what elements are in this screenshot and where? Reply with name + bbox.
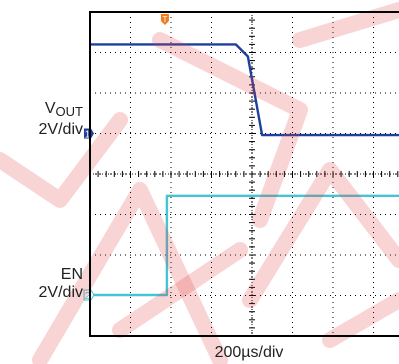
series-vout-line — [90, 43, 399, 137]
watermark-stroke — [242, 162, 399, 308]
plot-frame — [89, 11, 399, 337]
watermark-stroke — [112, 242, 248, 338]
vout-marker-text: 1 — [85, 130, 91, 141]
grid — [89, 11, 399, 337]
watermark-stroke — [0, 112, 128, 208]
trigger-marker-shape — [160, 14, 169, 25]
watermark-stroke — [322, 292, 399, 348]
traces — [90, 43, 399, 297]
watermark-stroke — [292, 2, 399, 48]
vout-channel-label: VOUT 2V/div — [39, 100, 83, 139]
vout-scale: 2V/div — [38, 121, 83, 138]
trigger-marker: T — [160, 14, 169, 25]
series-en-line — [90, 194, 399, 297]
x-axis-label: 200µs/div — [214, 344, 284, 361]
en-channel-label: EN 2V/div — [39, 266, 83, 302]
watermark-stroke — [32, 182, 228, 364]
watermark-stroke — [152, 32, 308, 228]
en-name: EN — [60, 266, 83, 283]
trigger-marker-text: T — [162, 15, 167, 24]
en-marker-text: 2 — [85, 291, 91, 302]
en-scale: 2V/div — [38, 284, 83, 301]
vout-name: VOUT — [44, 100, 83, 119]
